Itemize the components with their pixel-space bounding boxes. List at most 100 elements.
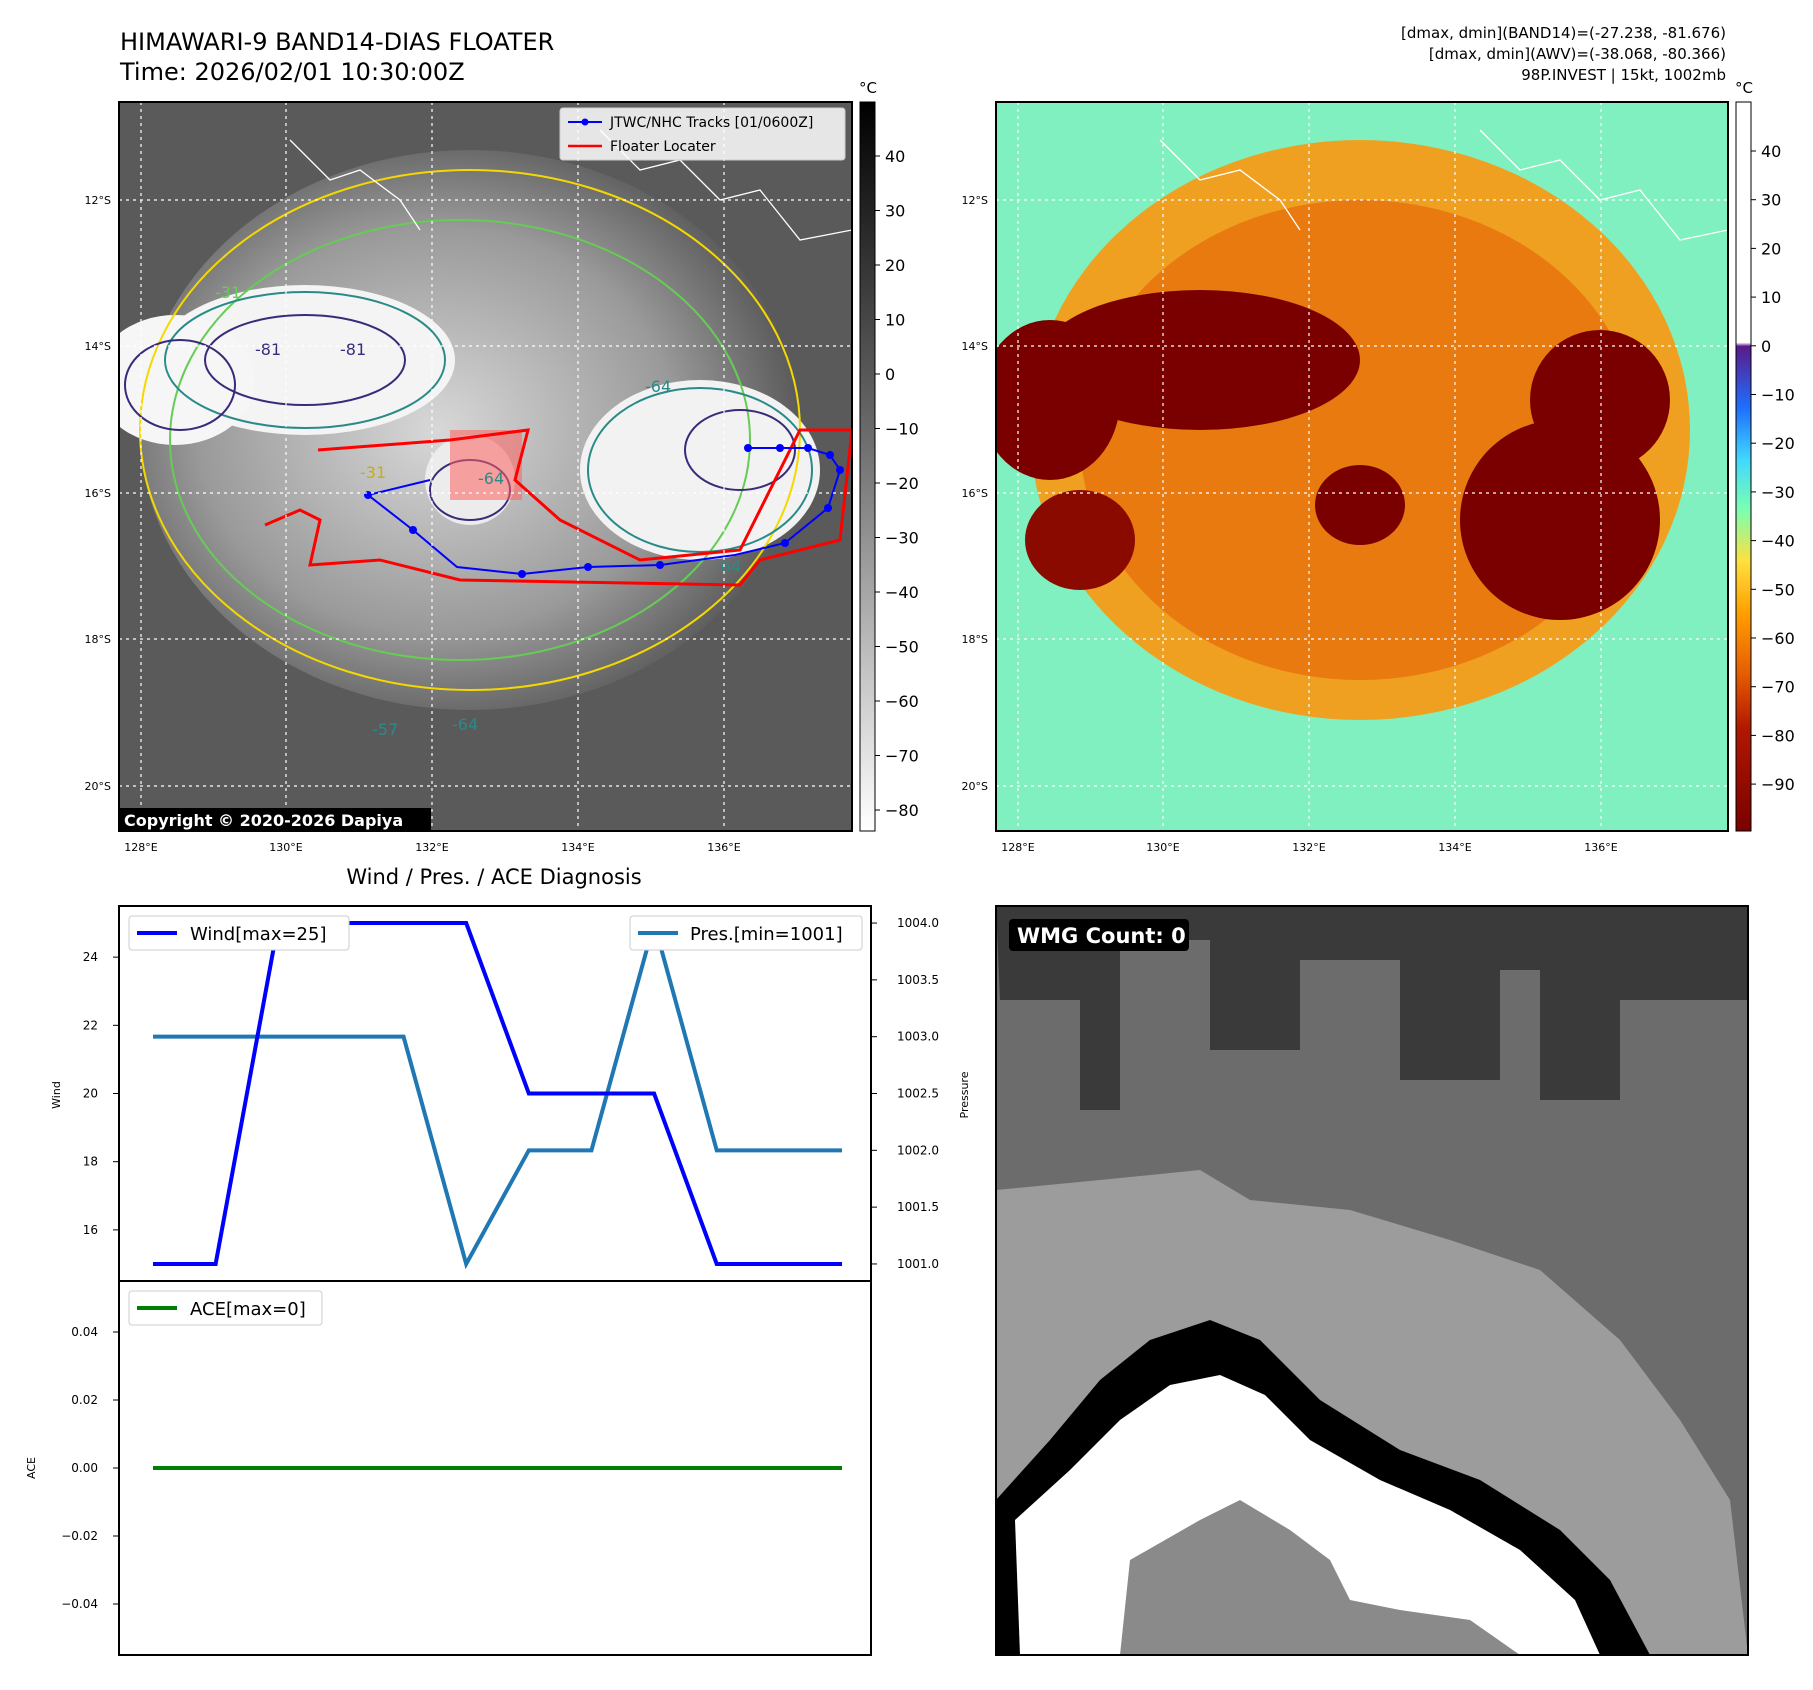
lon-tick-label: 136°E bbox=[1584, 841, 1617, 854]
wind-series-line bbox=[153, 921, 842, 1266]
colorbar-tick-label: −10 bbox=[885, 420, 919, 439]
colorbar-tick-label: 40 bbox=[885, 147, 905, 166]
ir-contour-teal bbox=[164, 291, 446, 429]
lat-tick-label: 16°S bbox=[962, 487, 988, 500]
wind-legend-label: Wind[max=25] bbox=[190, 924, 327, 945]
pressure-ytick-label: 1002.0 bbox=[897, 1143, 939, 1157]
colorbar-tick-label: −40 bbox=[885, 583, 919, 602]
pressure-ylabel: Pressure bbox=[958, 1071, 971, 1118]
wmg-frame bbox=[995, 905, 1749, 1656]
info-band14: [dmax, dmin](BAND14)=(-27.238, -81.676) bbox=[1401, 24, 1726, 42]
awv-dry-core bbox=[1530, 330, 1670, 470]
coastline bbox=[1159, 139, 1301, 231]
pressure-legend: Pres.[min=1001] bbox=[629, 915, 863, 951]
ace-ytick-label: 0.02 bbox=[71, 1393, 98, 1407]
awv-gridlines bbox=[996, 102, 1728, 831]
ir-contour-purple bbox=[204, 314, 406, 406]
pressure-series-line bbox=[153, 915, 842, 1270]
legend-track-label: JTWC/NHC Tracks [01/0600Z] bbox=[609, 115, 813, 131]
wind-ytick-label: 24 bbox=[83, 950, 98, 964]
coastline bbox=[599, 129, 852, 241]
pressure-legend-label: Pres.[min=1001] bbox=[690, 924, 843, 945]
lat-tick-label: 20°S bbox=[962, 780, 988, 793]
colorbar-tick-label: 0 bbox=[1761, 337, 1771, 356]
pressure-ytick-label: 1004.0 bbox=[897, 916, 939, 930]
lat-tick-label: 16°S bbox=[85, 487, 111, 500]
contour-label: -81 bbox=[340, 340, 366, 359]
lon-tick-label: 130°E bbox=[1146, 841, 1179, 854]
colorbar-tick-label: 40 bbox=[1761, 142, 1781, 161]
awv-dry-core bbox=[1040, 290, 1360, 430]
awv-dry-core bbox=[996, 320, 1120, 480]
colorbar-tick-label: −80 bbox=[1761, 726, 1795, 745]
wmg-region-mid bbox=[1120, 1500, 1520, 1655]
wmg-count-badge bbox=[1009, 919, 1189, 951]
pressure-ytick-label: 1002.5 bbox=[897, 1087, 939, 1101]
wind-ytick-label: 18 bbox=[83, 1155, 98, 1169]
awv-map-frame bbox=[995, 101, 1729, 832]
ace-ytick-label: −0.02 bbox=[61, 1529, 98, 1543]
figure-time: Time: 2026/02/01 10:30:00Z bbox=[119, 58, 465, 86]
colorbar-tick-label: 30 bbox=[885, 202, 905, 221]
lon-tick-label: 132°E bbox=[1292, 841, 1325, 854]
lon-tick-label: 128°E bbox=[1001, 841, 1034, 854]
colorbar-tick-label: −20 bbox=[885, 474, 919, 493]
ace-ytick-label: 0.04 bbox=[71, 1325, 98, 1339]
colorbar-tick-label: −60 bbox=[1761, 629, 1795, 648]
awv-colorbar bbox=[1735, 101, 1752, 832]
ir-cold-top bbox=[119, 315, 255, 445]
wmg-count-label: WMG Count: 0 bbox=[1017, 924, 1186, 948]
awv-dry-core bbox=[1315, 465, 1405, 545]
lat-tick-label: 20°S bbox=[85, 780, 111, 793]
colorbar-tick-label: −10 bbox=[1761, 386, 1795, 405]
awv-colorbar-unit: °C bbox=[1735, 79, 1753, 97]
colorbar-tick-label: −90 bbox=[1761, 775, 1795, 794]
figure-title: HIMAWARI-9 BAND14-DIAS FLOATER bbox=[120, 28, 554, 56]
lon-tick-label: 134°E bbox=[1438, 841, 1471, 854]
colorbar-tick-label: −50 bbox=[885, 638, 919, 657]
wmg-panel: WMG Count: 0 bbox=[995, 905, 1749, 1656]
contour-label: -64 bbox=[452, 715, 478, 734]
pressure-ytick-label: 1001.0 bbox=[897, 1257, 939, 1271]
ir-map-panel: -81 -81 -64 -31 -64 -57 -64 -31 -64 12°S… bbox=[85, 79, 919, 854]
ir-gridlines bbox=[119, 102, 852, 831]
colorbar-tick-label: 20 bbox=[885, 256, 905, 275]
ir-cold-top bbox=[580, 380, 820, 560]
colorbar-tick-label: −70 bbox=[1761, 678, 1795, 697]
lon-tick-label: 128°E bbox=[124, 841, 157, 854]
lat-tick-label: 12°S bbox=[85, 194, 111, 207]
colorbar-tick-label: −30 bbox=[885, 529, 919, 548]
jtwc-track-line bbox=[365, 447, 842, 576]
floater-target-box bbox=[450, 430, 522, 500]
pressure-ytick-label: 1001.5 bbox=[897, 1200, 939, 1214]
copyright-text: Copyright © 2020-2026 Dapiya bbox=[124, 811, 403, 830]
colorbar-tick-label: 0 bbox=[885, 365, 895, 384]
colorbar-tick-label: −80 bbox=[885, 801, 919, 820]
lon-tick-label: 130°E bbox=[269, 841, 302, 854]
colorbar-tick-label: 20 bbox=[1761, 239, 1781, 258]
ir-contour-purple bbox=[684, 409, 796, 491]
contour-label: -64 bbox=[715, 557, 741, 576]
lat-tick-label: 18°S bbox=[962, 633, 988, 646]
legend-locater-label: Floater Locater bbox=[610, 139, 716, 155]
colorbar-tick-label: −70 bbox=[885, 747, 919, 766]
lon-tick-label: 136°E bbox=[707, 841, 740, 854]
info-awv: [dmax, dmin](AWV)=(-38.068, -80.366) bbox=[1429, 45, 1726, 63]
coastline bbox=[289, 139, 421, 231]
ir-contour-purple bbox=[124, 339, 236, 431]
ace-legend: ACE[max=0] bbox=[128, 1290, 323, 1326]
ace-legend-label: ACE[max=0] bbox=[190, 1299, 306, 1320]
contour-label: -31 bbox=[215, 283, 241, 302]
wind-ytick-label: 20 bbox=[83, 1087, 98, 1101]
diagnosis-title: Wind / Pres. / ACE Diagnosis bbox=[346, 865, 641, 889]
colorbar-tick-label: −20 bbox=[1761, 434, 1795, 453]
ace-ylabel: ACE bbox=[25, 1457, 38, 1479]
lat-tick-label: 12°S bbox=[962, 194, 988, 207]
ace-chart: 0.04 0.02 0.00 −0.02 −0.04 ACE ACE[max=0] bbox=[25, 1280, 872, 1656]
legend-track-marker bbox=[581, 118, 589, 126]
contour-label: -81 bbox=[255, 340, 281, 359]
lon-tick-label: 132°E bbox=[415, 841, 448, 854]
colorbar-tick-label: 10 bbox=[1761, 288, 1781, 307]
floater-locater-polygon bbox=[264, 428, 852, 587]
